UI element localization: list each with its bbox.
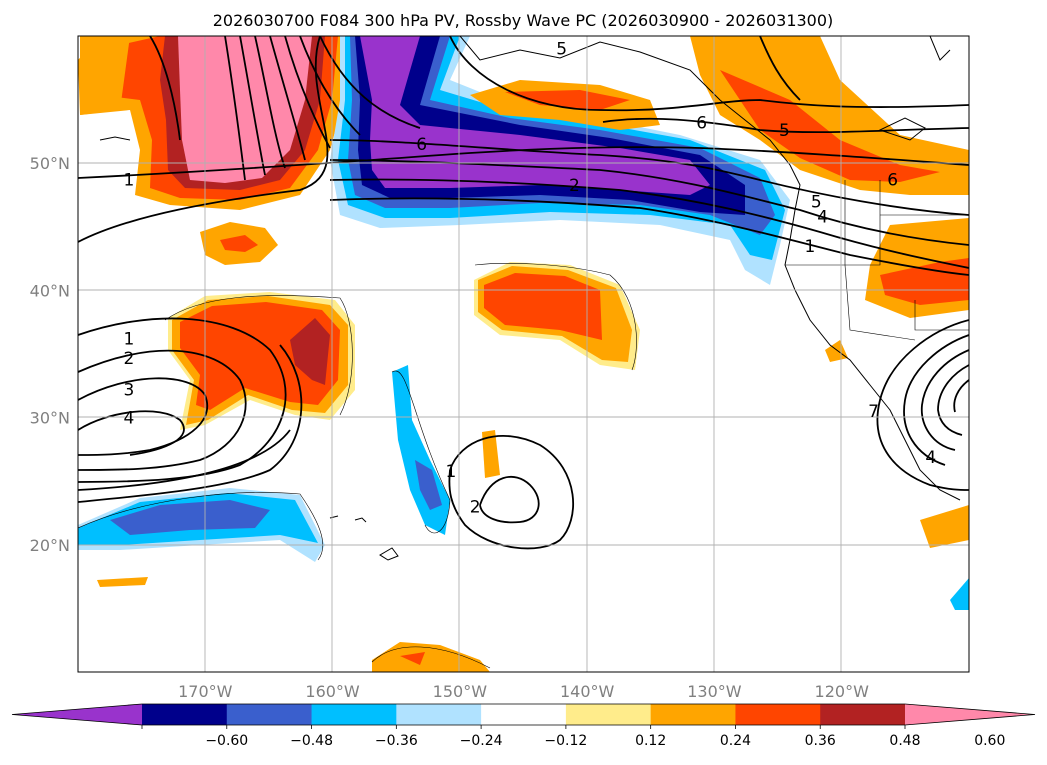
contour-label: 7 bbox=[868, 402, 879, 422]
contour-label: 4 bbox=[925, 448, 936, 468]
contour-label: 3 bbox=[124, 381, 135, 401]
longitude-tick-labels: 170°W 160°W 150°W 140°W 130°W 120°W bbox=[178, 682, 869, 701]
lon-tick-label: 140°W bbox=[560, 682, 615, 701]
pv-positive-region bbox=[690, 36, 969, 195]
lon-tick-label: 150°W bbox=[433, 682, 488, 701]
contour-label: 4 bbox=[817, 208, 828, 228]
contour-label: 6 bbox=[696, 113, 707, 133]
colorbar-segment bbox=[142, 704, 228, 725]
lat-tick-label: 40°N bbox=[30, 281, 70, 300]
lon-tick-label: 160°W bbox=[305, 682, 360, 701]
colorbar: −0.60 −0.48 −0.36 −0.24 −0.12 0.12 0.24 0.36 0.4… bbox=[11, 703, 1036, 749]
colorbar-segment bbox=[226, 704, 313, 725]
lon-tick-label: 130°W bbox=[687, 682, 742, 701]
lat-tick-label: 50°N bbox=[30, 154, 70, 173]
latitude-tick-labels: 50°N 40°N 30°N 20°N bbox=[30, 154, 70, 555]
colorbar-tick-label: 0.48 bbox=[889, 733, 920, 749]
contour-label: 6 bbox=[887, 171, 898, 191]
contour-label: 1 bbox=[446, 462, 457, 482]
pv-positive-region bbox=[400, 652, 425, 665]
contour-label: 5 bbox=[556, 40, 567, 60]
contour-label: 1 bbox=[124, 330, 135, 350]
pv-positive-region bbox=[880, 258, 969, 305]
colorbar-tick-label: −0.48 bbox=[290, 733, 333, 749]
pv-positive-region bbox=[720, 70, 940, 182]
gridlines bbox=[78, 36, 969, 672]
coastlines bbox=[99, 36, 961, 561]
pv-positive-region bbox=[482, 430, 500, 478]
lat-tick-label: 20°N bbox=[30, 536, 70, 555]
pv-positive-region bbox=[920, 505, 969, 548]
colorbar-segment bbox=[311, 704, 397, 725]
pv-positive-region bbox=[505, 90, 630, 110]
colorbar-extend-low bbox=[12, 704, 142, 725]
map-frame bbox=[77, 35, 970, 673]
contour-label: 5 bbox=[779, 121, 790, 141]
state-borders bbox=[785, 180, 969, 341]
colorbar-tick-label: −0.36 bbox=[375, 733, 418, 749]
colorbar-extend-high bbox=[905, 704, 1035, 725]
colorbar-segment bbox=[396, 704, 482, 725]
pv-positive-region bbox=[180, 302, 340, 410]
colorbar-tick-label: −0.60 bbox=[205, 733, 248, 749]
lon-tick-label: 170°W bbox=[178, 682, 233, 701]
contour-label: 6 bbox=[416, 135, 427, 155]
pv-positive-region bbox=[80, 36, 130, 115]
colorbar-tick-label: 0.36 bbox=[805, 733, 836, 749]
colorbar-segment bbox=[735, 704, 821, 725]
rossby-contours-thin bbox=[78, 263, 637, 669]
colorbar-tick-label: 0.24 bbox=[720, 733, 751, 749]
colorbar-tick-label: −0.12 bbox=[544, 733, 587, 749]
colorbar-segment bbox=[481, 704, 567, 725]
contour-label: 2 bbox=[470, 498, 481, 518]
lon-tick-label: 120°W bbox=[815, 682, 870, 701]
pv-positive-region bbox=[372, 642, 490, 672]
pv-negative-region bbox=[110, 500, 270, 535]
contour-label: 2 bbox=[569, 176, 580, 196]
colorbar-segment bbox=[565, 704, 652, 725]
colorbar-tick-label: −0.24 bbox=[460, 733, 503, 749]
contour-label: 1 bbox=[124, 171, 135, 191]
colorbar-segment bbox=[820, 704, 906, 725]
colorbar-segment bbox=[650, 704, 736, 725]
lat-tick-label: 30°N bbox=[30, 409, 70, 428]
pv-positive-region bbox=[825, 340, 848, 362]
colorbar-tick-label: 0.12 bbox=[635, 733, 666, 749]
contour-label: 2 bbox=[124, 349, 135, 369]
figure-title: 2026030700 F084 300 hPa PV, Rossby Wave … bbox=[213, 11, 834, 30]
pv-negative-region bbox=[415, 460, 442, 510]
contour-label: 1 bbox=[804, 237, 815, 257]
pv-positive-region bbox=[290, 318, 330, 385]
contour-label: 5 bbox=[811, 192, 822, 212]
pv-positive-region bbox=[220, 235, 258, 252]
pv-positive-region bbox=[97, 577, 148, 587]
pv-negative-region bbox=[950, 578, 969, 610]
rossby-contours bbox=[78, 36, 969, 550]
contour-label: 4 bbox=[124, 409, 135, 429]
colorbar-tick-label: 0.60 bbox=[974, 733, 1005, 749]
